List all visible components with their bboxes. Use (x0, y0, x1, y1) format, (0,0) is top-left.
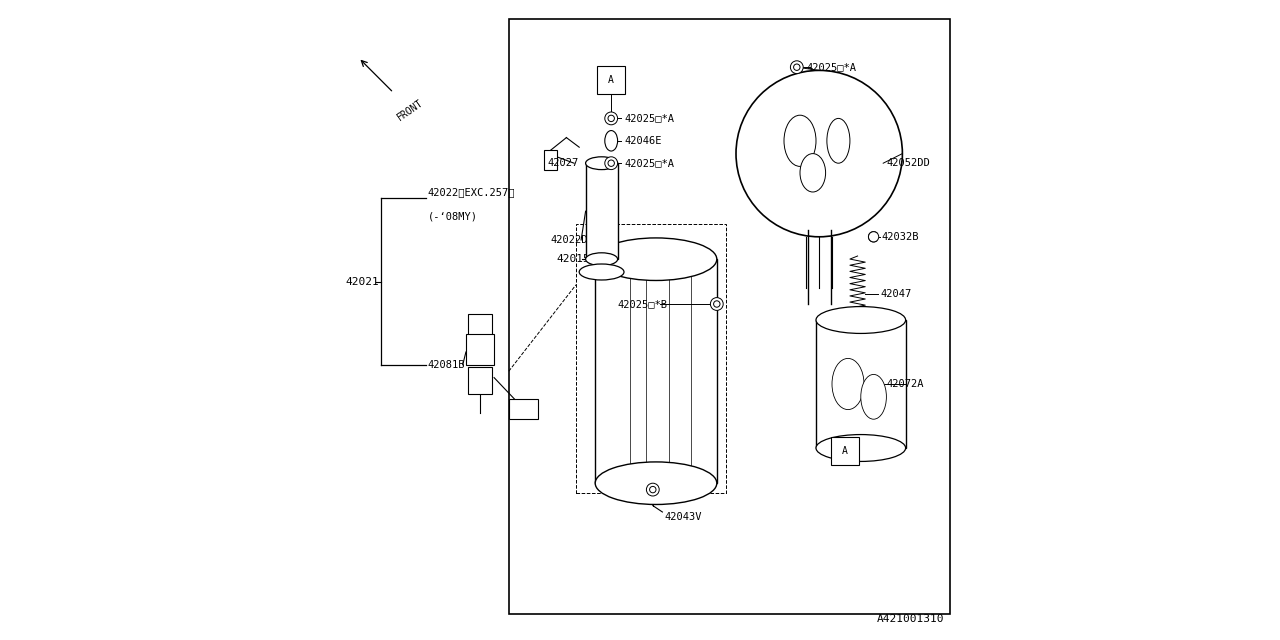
Ellipse shape (605, 131, 618, 151)
Bar (576, 224, 727, 493)
Circle shape (791, 61, 804, 74)
Circle shape (608, 160, 614, 166)
Text: 42025□*A: 42025□*A (806, 62, 856, 72)
Circle shape (608, 115, 614, 122)
Text: 42025□*B: 42025□*B (618, 299, 668, 309)
Bar (817, 320, 906, 448)
Text: (-‘08MY): (-‘08MY) (428, 211, 477, 221)
Circle shape (736, 70, 902, 237)
Text: 42015: 42015 (557, 254, 590, 264)
Text: FRONT: FRONT (396, 97, 425, 122)
Circle shape (646, 483, 659, 496)
Circle shape (605, 157, 618, 170)
Text: 42043V: 42043V (664, 512, 701, 522)
Circle shape (714, 301, 719, 307)
Text: 42022〈EXC.257〉: 42022〈EXC.257〉 (428, 187, 515, 197)
Circle shape (794, 64, 800, 70)
Text: A: A (608, 75, 614, 85)
Text: 42025□*A: 42025□*A (625, 158, 675, 168)
Text: 42047: 42047 (881, 289, 911, 300)
Ellipse shape (817, 307, 906, 333)
Ellipse shape (861, 374, 886, 419)
Ellipse shape (832, 358, 864, 410)
Bar (595, 259, 717, 483)
Bar (508, 399, 538, 419)
Text: 42072A: 42072A (886, 379, 924, 389)
Circle shape (649, 486, 657, 493)
Bar (466, 334, 494, 365)
Ellipse shape (595, 238, 717, 280)
Circle shape (605, 112, 618, 125)
Bar (596, 66, 625, 94)
Bar (544, 150, 557, 170)
Circle shape (710, 298, 723, 310)
Text: 42022D: 42022D (550, 235, 588, 245)
Text: A421001310: A421001310 (877, 614, 945, 624)
Text: 42032B: 42032B (882, 232, 919, 242)
Text: 42046E: 42046E (625, 136, 662, 146)
Text: 42052DD: 42052DD (886, 158, 931, 168)
Bar (468, 367, 492, 394)
Ellipse shape (800, 154, 826, 192)
Text: 42025□*A: 42025□*A (625, 113, 675, 124)
Text: 42027: 42027 (548, 158, 579, 168)
Bar (508, 19, 950, 614)
Circle shape (869, 232, 879, 242)
Bar (585, 163, 617, 259)
Ellipse shape (595, 462, 717, 504)
Ellipse shape (586, 157, 618, 170)
Ellipse shape (580, 264, 625, 280)
Text: A: A (842, 446, 847, 456)
Ellipse shape (783, 115, 817, 166)
Bar (831, 437, 859, 465)
Ellipse shape (827, 118, 850, 163)
Bar (468, 314, 492, 336)
Ellipse shape (586, 253, 618, 266)
Ellipse shape (817, 435, 906, 461)
Text: 42021: 42021 (346, 276, 379, 287)
Text: 42081B: 42081B (428, 360, 465, 370)
